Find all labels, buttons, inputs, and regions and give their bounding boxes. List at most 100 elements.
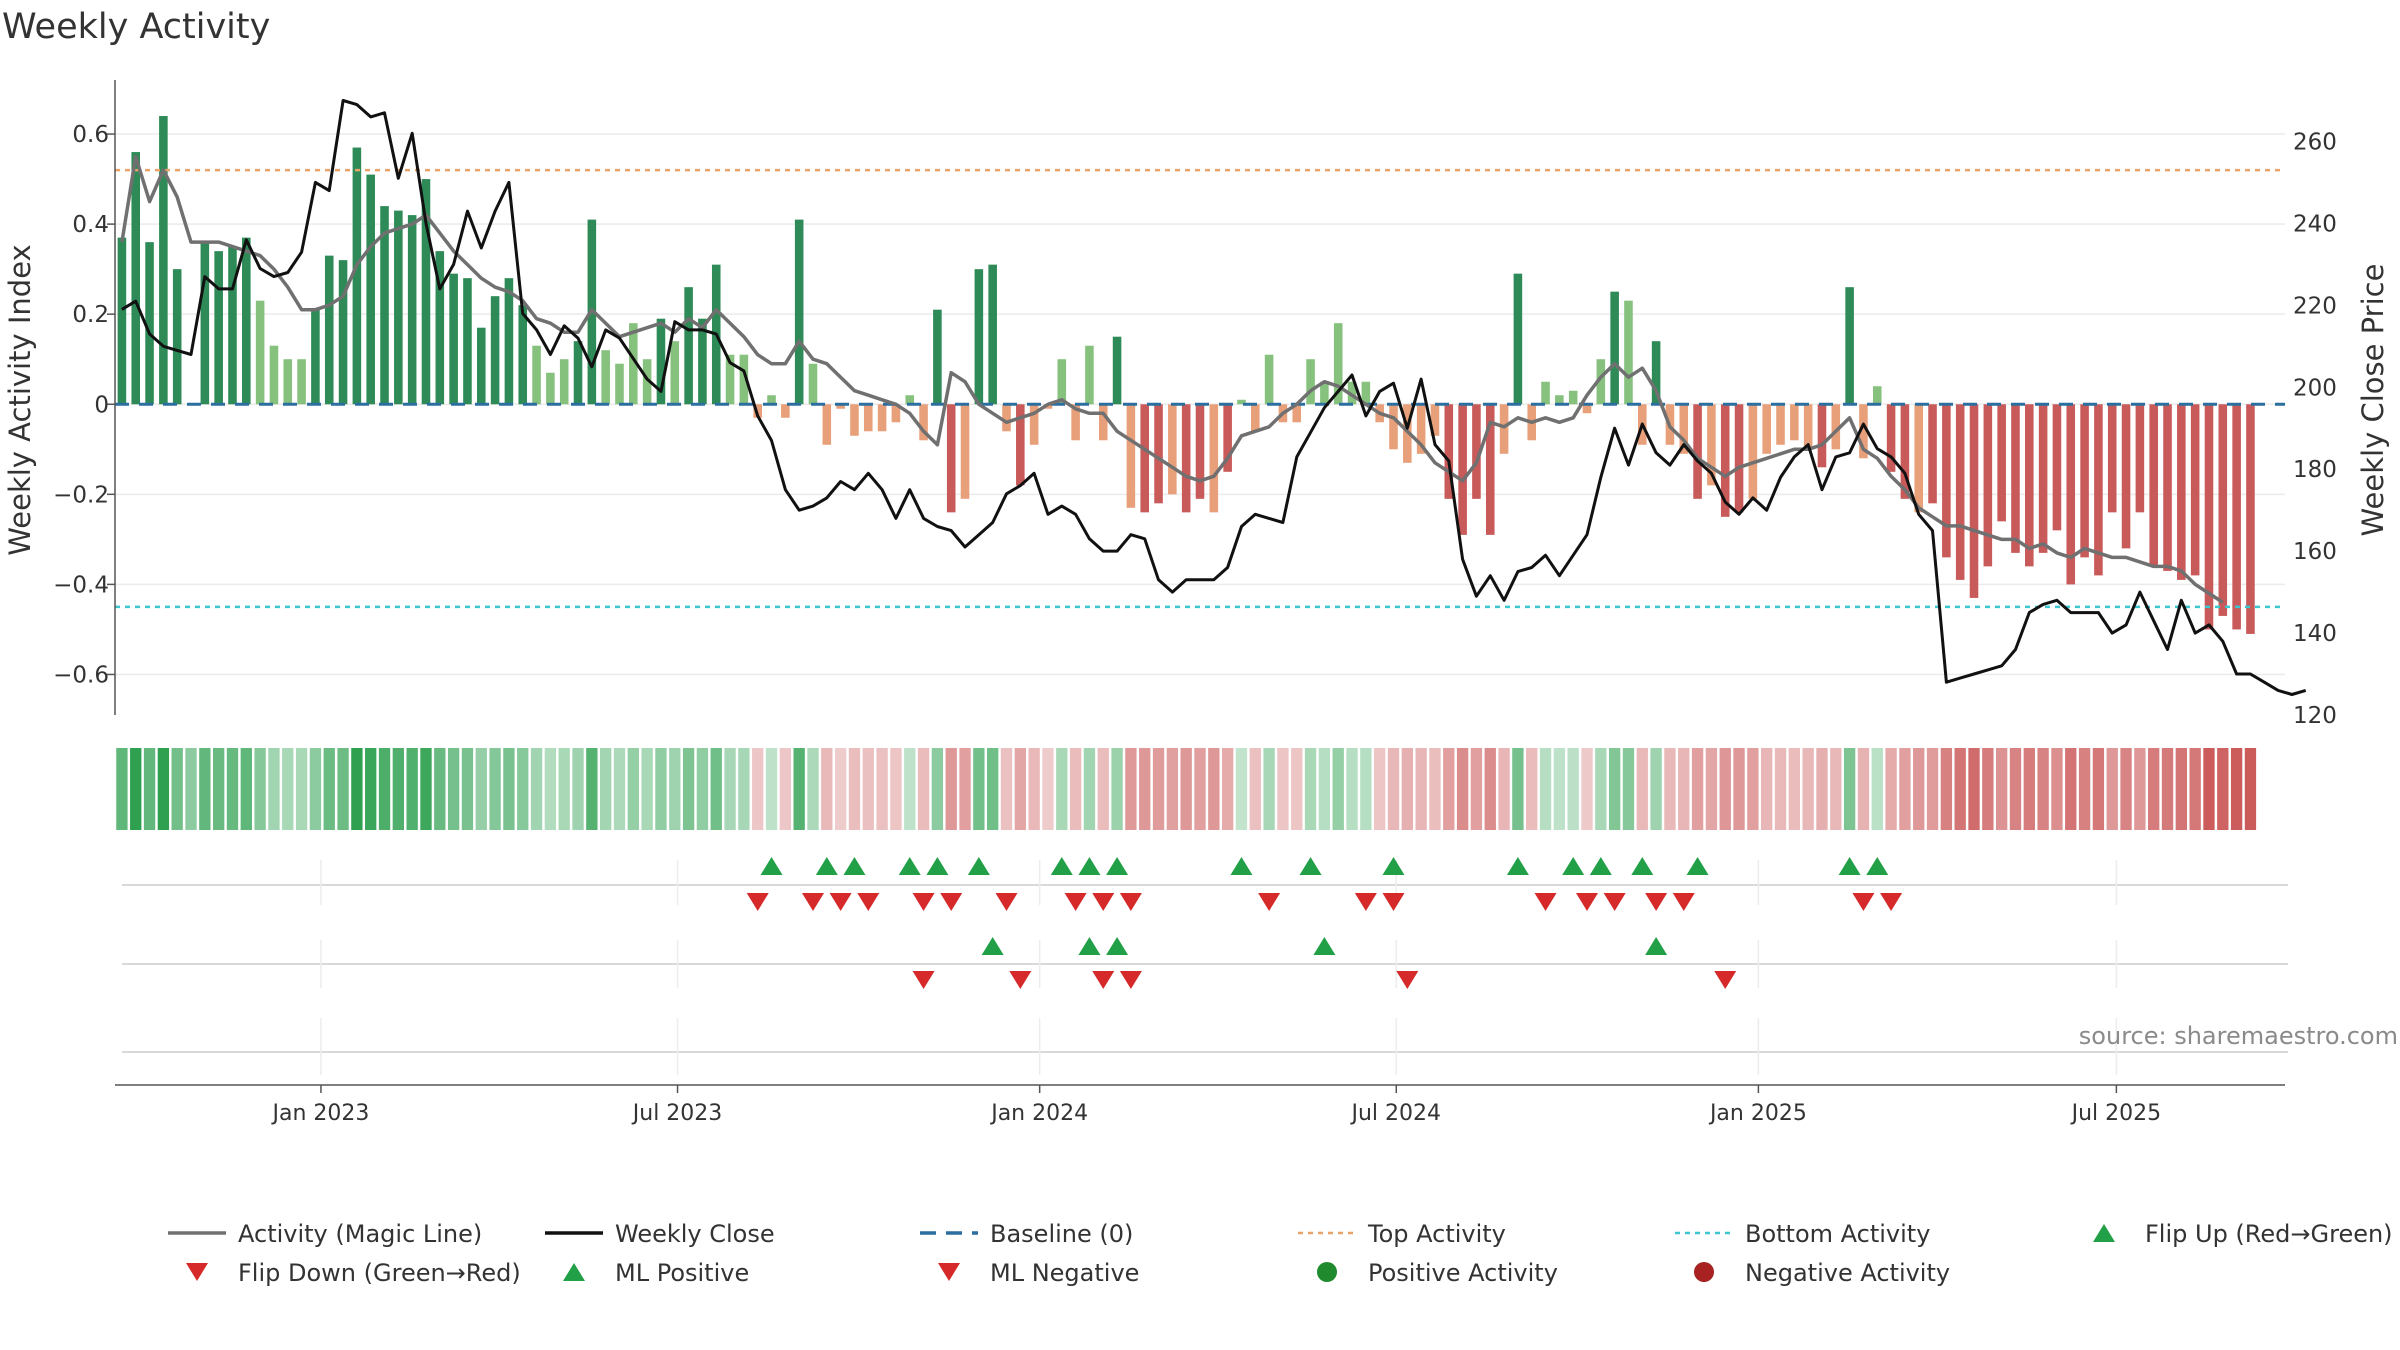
- activity-bar: [1347, 381, 1357, 405]
- activity-bar: [2025, 404, 2034, 567]
- activity-bar: [1942, 404, 1951, 558]
- activity-bar: [1361, 381, 1371, 405]
- activity-bar: [504, 278, 514, 405]
- flip-down-marker: [1603, 893, 1626, 911]
- activity-bar: [2094, 404, 2103, 576]
- heat-strip-cell: [1678, 748, 1690, 830]
- heat-strip-cell: [1857, 748, 1870, 830]
- flip-up-marker: [926, 857, 949, 875]
- heat-strip-cell: [793, 748, 805, 830]
- flip-up-marker: [1230, 857, 1253, 875]
- activity-bar: [546, 372, 555, 405]
- heat-strip-cell: [1304, 748, 1317, 830]
- heat-strip-cell: [2023, 748, 2035, 830]
- activity-bar: [2107, 404, 2117, 513]
- activity-bar: [117, 237, 127, 405]
- heat-strip-cell: [904, 748, 916, 830]
- heat-strip-cell: [862, 748, 874, 830]
- y2-axis-label: Weekly Close Price: [2356, 264, 2390, 537]
- activity-bar: [919, 404, 928, 441]
- activity-bar: [1555, 395, 1564, 405]
- activity-bar: [1264, 354, 1274, 405]
- heat-strip-cell: [1194, 748, 1206, 830]
- legend-circle-icon: [1317, 1262, 1337, 1282]
- heat-strip-cell: [600, 748, 612, 830]
- activity-bar: [1057, 359, 1067, 405]
- activity-bar: [1098, 404, 1108, 441]
- heat-strip-cell: [295, 748, 308, 830]
- heat-strip-cell: [765, 748, 778, 830]
- heat-strip-cell: [2065, 748, 2077, 830]
- heat-strip-cell: [434, 748, 446, 830]
- heat-strip-cell: [2244, 748, 2257, 830]
- heat-strip-cell: [323, 748, 335, 830]
- activity-bar: [131, 152, 141, 405]
- activity-bar: [808, 363, 818, 405]
- heat-strip-cell: [1526, 748, 1538, 830]
- ml-positive-marker: [1106, 937, 1129, 955]
- heat-strip-cell: [1581, 748, 1593, 830]
- activity-bar: [1720, 404, 1730, 517]
- activity-bar: [739, 354, 749, 405]
- flip-up-marker: [1506, 857, 1529, 875]
- heat-strip-cell: [143, 748, 156, 830]
- activity-bar: [1707, 404, 1716, 486]
- activity-bar: [1693, 404, 1702, 499]
- activity-bar: [490, 296, 500, 405]
- activity-bar: [850, 404, 859, 436]
- heat-strip-cell: [1691, 748, 1704, 830]
- ml-negative-marker: [1119, 971, 1142, 989]
- flip-up-marker: [1866, 857, 1889, 875]
- activity-bar: [1997, 404, 2006, 522]
- heat-strip-cell: [1774, 748, 1787, 830]
- activity-bar: [725, 354, 735, 405]
- heat-strip-cell: [1747, 748, 1759, 830]
- heat-strip-cell: [1899, 748, 1911, 830]
- heat-strip-cell: [1332, 748, 1344, 830]
- heat-strip-cell: [682, 748, 695, 830]
- heat-strip-cell: [420, 748, 432, 830]
- activity-bar: [615, 363, 624, 405]
- activity-bar: [532, 345, 541, 405]
- activity-bar: [1928, 404, 1937, 504]
- activity-bar: [1085, 345, 1094, 405]
- heat-strip-cell: [1180, 748, 1192, 830]
- flip-down-marker: [1064, 893, 1087, 911]
- heat-strip-cell: [447, 748, 460, 830]
- heat-strip-cell: [1374, 748, 1386, 830]
- activity-bar: [933, 309, 942, 405]
- heat-strip-cell: [1263, 748, 1275, 830]
- y2-tick-label: 240: [2293, 211, 2337, 237]
- heat-strip-cell: [2148, 748, 2160, 830]
- heat-strip-cell: [2092, 748, 2105, 830]
- heat-strip-cell: [517, 748, 529, 830]
- heat-strip-cell: [1650, 748, 1662, 830]
- flip-down-marker: [857, 893, 880, 911]
- heat-strip-cell: [1595, 748, 1607, 830]
- heat-strip-cell: [1830, 748, 1842, 830]
- heat-strip-cell: [572, 748, 584, 830]
- heat-strip-cell: [2120, 748, 2132, 830]
- heat-strip-cell: [199, 748, 211, 830]
- activity-bar: [1541, 381, 1550, 405]
- activity-bar: [172, 269, 182, 405]
- activity-bar: [1251, 404, 1260, 432]
- heat-strip-cell: [2161, 748, 2174, 830]
- activity-bar: [1029, 404, 1039, 445]
- activity-bar: [2121, 404, 2131, 549]
- y-tick-label: 0.2: [72, 302, 109, 328]
- heat-strip-cell: [2078, 748, 2091, 830]
- activity-bar: [463, 278, 472, 405]
- heat-strip-cell: [1166, 748, 1179, 830]
- ml-negative-marker: [1009, 971, 1032, 989]
- heat-strip-cell: [1968, 748, 1980, 830]
- heat-strip-cell: [641, 748, 653, 830]
- flip-down-marker: [1354, 893, 1377, 911]
- y-axis-right: 120 140 160 180 200 220 240 260: [2293, 129, 2337, 729]
- series-lines: [120, 99, 2307, 696]
- activity-bar: [573, 341, 583, 405]
- heat-strip-cell: [2009, 748, 2022, 830]
- activity-bar: [2052, 404, 2062, 531]
- magic-line: [120, 154, 2224, 604]
- heat-strip-cell: [1995, 748, 2008, 830]
